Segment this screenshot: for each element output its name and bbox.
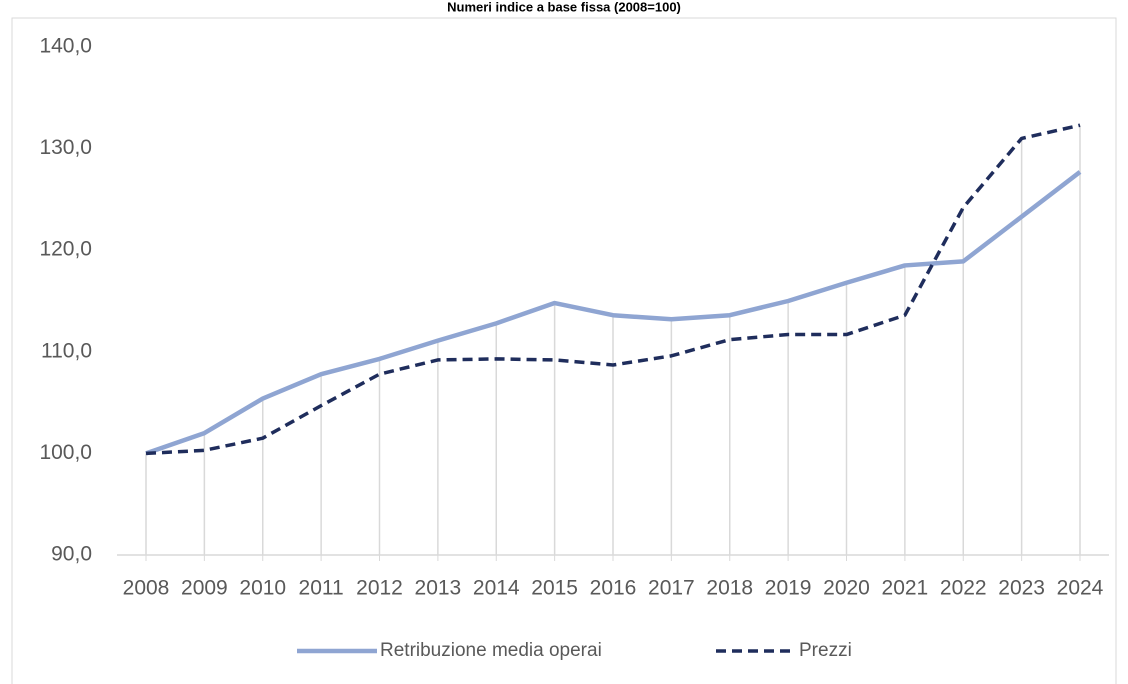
y-tick-label: 130,0 <box>39 136 92 159</box>
legend-label: Retribuzione media operai <box>380 640 602 661</box>
x-tick-label: 2014 <box>473 577 520 600</box>
x-tick-label: 2023 <box>998 577 1045 600</box>
series-line <box>145 123 1081 456</box>
y-tick-label: 110,0 <box>41 339 92 362</box>
series-line <box>145 170 1082 456</box>
y-tick-label: 100,0 <box>39 441 92 464</box>
x-tick-label: 2008 <box>123 577 170 600</box>
y-tick-label: 120,0 <box>39 238 92 261</box>
x-tick-label: 2022 <box>940 577 987 600</box>
x-tick-label: 2017 <box>648 577 695 600</box>
x-tick-label: 2021 <box>882 577 929 600</box>
x-tick-label: 2011 <box>299 577 344 600</box>
x-tick-label: 2012 <box>356 577 403 600</box>
x-tick-label: 2018 <box>706 577 753 600</box>
x-tick-label: 2020 <box>823 577 870 600</box>
chart-title: Numeri indice a base fissa (2008=100) <box>447 0 681 14</box>
y-tick-label: 140,0 <box>39 35 92 58</box>
x-tick-label: 2016 <box>590 577 637 600</box>
x-tick-label: 2019 <box>765 577 812 600</box>
y-tick-label: 90,0 <box>51 543 92 566</box>
x-tick-label: 2009 <box>181 577 228 600</box>
x-tick-label: 2024 <box>1057 577 1104 600</box>
x-tick-label: 2015 <box>531 577 578 600</box>
x-tick-label: 2010 <box>239 577 286 600</box>
x-tick-label: 2013 <box>415 577 462 600</box>
chart-frame <box>11 17 1117 684</box>
legend-label: Prezzi <box>799 640 852 661</box>
